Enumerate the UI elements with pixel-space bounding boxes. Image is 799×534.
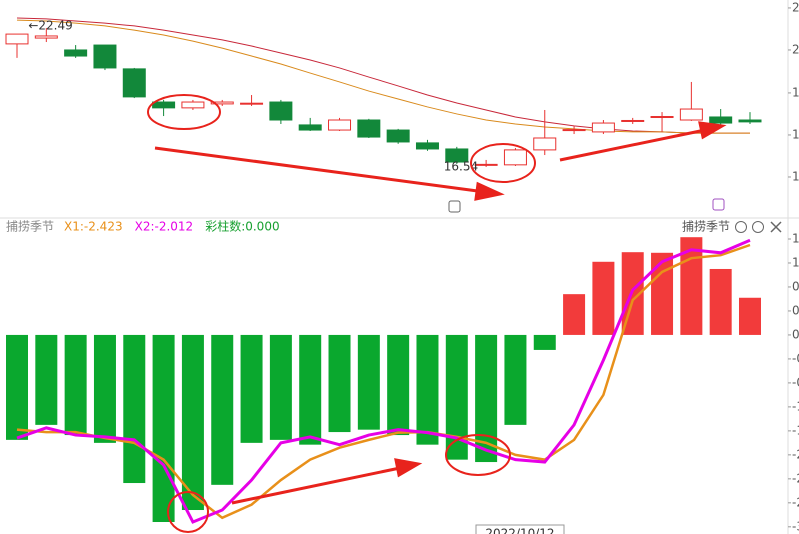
candle-body	[269, 101, 293, 121]
candle-body	[152, 101, 176, 109]
y-tick-label: -3	[792, 519, 799, 533]
x-cursor-label: 2022/10/12	[485, 527, 554, 534]
y-tick-label: 1	[792, 127, 799, 141]
close-icon[interactable]	[770, 221, 782, 233]
candle-body	[503, 149, 527, 166]
help-icon[interactable]	[752, 221, 764, 233]
candle-body	[328, 119, 352, 131]
y-tick-label: -2	[792, 471, 799, 485]
candle-body	[181, 101, 205, 109]
candle-body	[533, 137, 557, 151]
histogram-bar	[709, 268, 732, 335]
histogram-bar	[35, 334, 58, 425]
icon[interactable]	[712, 198, 725, 211]
legend-entry: X1:-2.423	[64, 220, 123, 234]
histogram-bar	[6, 334, 28, 440]
candle-body	[650, 116, 674, 119]
histogram-bar	[299, 334, 322, 445]
y-tick-label: 0.	[792, 303, 799, 317]
histogram-bar	[445, 334, 468, 460]
histogram-bar	[328, 334, 351, 433]
histogram-bar	[416, 334, 439, 445]
candle-body	[679, 108, 703, 121]
histogram-bar	[269, 334, 292, 440]
histogram-bar	[504, 334, 527, 425]
candle-body	[415, 142, 439, 150]
y-tick-label: 16	[792, 169, 799, 183]
histogram-bar	[211, 334, 234, 485]
candle-body	[93, 44, 117, 69]
histogram-bar	[152, 334, 175, 523]
settings-icon[interactable]	[735, 221, 747, 233]
y-tick-label: -0	[792, 375, 799, 389]
histogram-bar	[592, 261, 615, 335]
candle-body	[445, 148, 469, 163]
candle-body	[621, 119, 645, 122]
candle-body	[738, 119, 762, 123]
icon[interactable]	[448, 200, 461, 213]
price-annotation: 16.54	[444, 159, 478, 173]
histogram-bar	[563, 294, 586, 335]
indicator-title: 捕捞季节	[6, 219, 54, 234]
histogram-bar	[739, 297, 761, 335]
x-cursor-box	[475, 524, 565, 534]
y-tick-label: -0	[792, 351, 799, 365]
price-annotation: ←22.49	[28, 19, 72, 33]
highlight-circles	[147, 94, 536, 533]
indicator-line	[16, 238, 751, 524]
histogram-bar	[475, 334, 498, 463]
histogram-bar	[181, 334, 204, 511]
y-tick-label: -1	[792, 399, 799, 413]
candle-body	[34, 35, 58, 39]
candle-body	[709, 116, 733, 124]
y-tick-label: 2	[792, 42, 799, 56]
histogram-bar	[64, 334, 87, 436]
histogram-bar	[123, 334, 146, 484]
histogram-bar	[533, 334, 556, 350]
candle-body	[562, 129, 586, 132]
moving-average	[16, 17, 750, 134]
y-tick-label: -2	[792, 495, 799, 509]
candle-body	[64, 49, 88, 57]
histogram-bar	[387, 334, 410, 436]
marks: 2 2 1 1 16 ←22.49 16.54 1. 1. 0. 0. 0 -0 -0 -1 -1 -2 -2 -2…	[5, 0, 799, 534]
y-tick-label: 2	[792, 0, 799, 14]
candle-body	[122, 68, 146, 98]
candle-body	[357, 119, 381, 138]
histogram-bar	[93, 334, 116, 443]
y-tick-label: 1.	[792, 231, 799, 245]
indicator-title: 捕捞季节	[682, 219, 730, 234]
histogram-bar	[240, 334, 263, 443]
candle-body	[210, 101, 234, 105]
y-tick-label: 0	[792, 327, 799, 341]
candle-body	[386, 129, 410, 143]
candle-body	[240, 102, 264, 105]
histogram-bar	[651, 252, 674, 335]
arrows	[154, 121, 727, 505]
y-tick-label: 0.	[792, 279, 799, 293]
candle-body	[474, 163, 498, 166]
y-tick-label: 1	[792, 85, 799, 99]
moving-average	[16, 19, 750, 134]
legend-entry: X2:-2.012	[135, 220, 194, 234]
y-tick-label: -2	[792, 447, 799, 461]
y-tick-label: -1	[792, 423, 799, 437]
legend-entry: 彩柱数:0.000	[205, 219, 279, 234]
candle-body	[298, 124, 322, 131]
y-tick-label: 1.	[792, 255, 799, 269]
candle-body	[591, 122, 615, 133]
candle-body	[5, 33, 29, 45]
histogram-bar	[357, 334, 380, 430]
